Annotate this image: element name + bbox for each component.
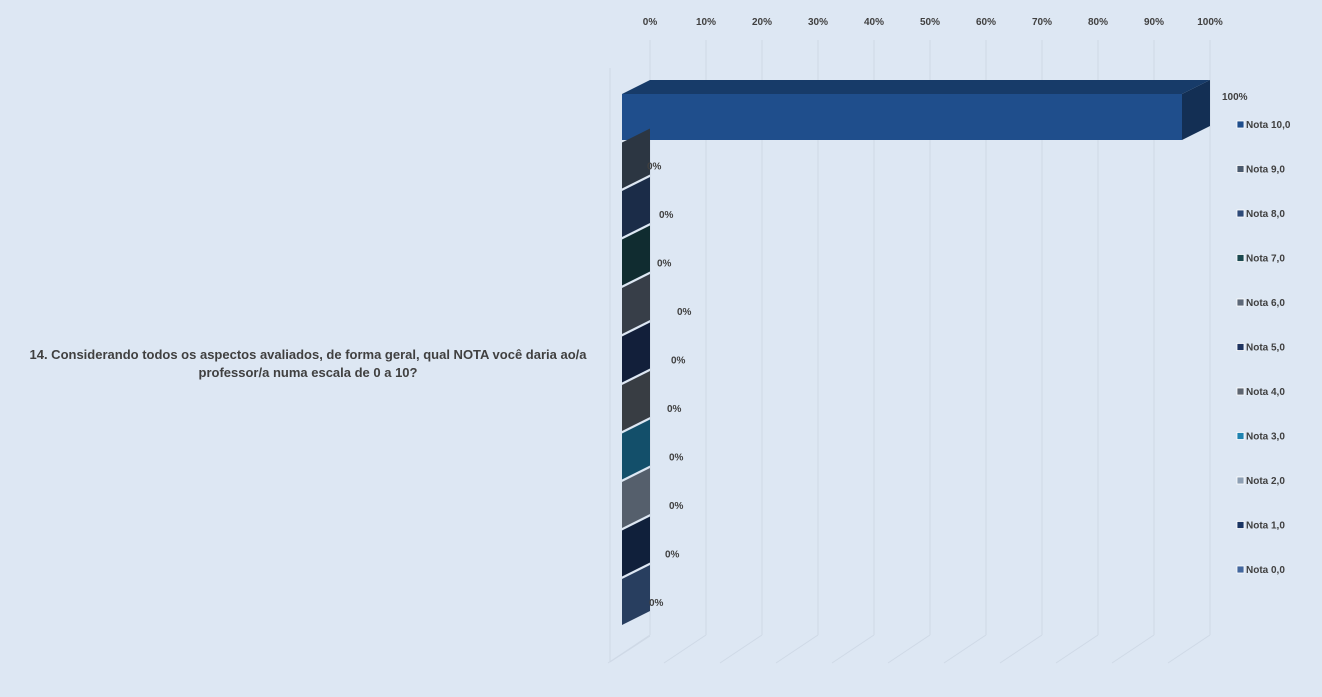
bar-9: [622, 128, 650, 189]
bar-end-face: [622, 468, 650, 528]
x-tick-label: 20%: [752, 17, 772, 28]
data-label: 0%: [667, 404, 682, 415]
data-label: 0%: [671, 356, 686, 367]
legend-swatch: [1236, 209, 1245, 218]
x-tick-label: 70%: [1032, 17, 1052, 28]
floor-gridline: [663, 634, 707, 664]
bar-end-face: [622, 371, 650, 431]
bar-0: [622, 565, 650, 625]
bar-end-face: [622, 419, 650, 480]
x-tick-label: 40%: [864, 17, 884, 28]
bar-3: [622, 419, 650, 480]
bar-4: [622, 371, 650, 431]
bar-5: [622, 322, 650, 383]
legend-entry: Nota 4,0: [1246, 387, 1285, 398]
data-label: 0%: [649, 598, 664, 609]
data-label: 0%: [657, 259, 672, 270]
bar-2: [622, 468, 650, 528]
data-label: 0%: [659, 210, 674, 221]
legend-entry: Nota 2,0: [1246, 476, 1285, 487]
data-label: 0%: [665, 550, 680, 561]
data-label: 0%: [677, 307, 692, 318]
data-label: 100%: [1222, 92, 1248, 103]
bar-7: [622, 225, 650, 286]
floor-gridline: [719, 634, 763, 664]
legend-swatch: [1236, 254, 1245, 262]
x-tick-label: 80%: [1088, 17, 1108, 28]
category-label: 14. Considerando todos os aspectos avali…: [29, 347, 587, 380]
bar-end-face: [622, 225, 650, 286]
bar-top-face: [622, 80, 1210, 94]
data-label: 0%: [647, 162, 662, 173]
legend-swatch: [1236, 565, 1245, 574]
floor-gridline: [943, 634, 987, 664]
legend-entry: Nota 9,0: [1246, 165, 1285, 176]
legend-swatch: [1236, 387, 1245, 396]
bar-10: [622, 80, 1210, 140]
data-labels: 100% 0% 0% 0% 0% 0% 0% 0% 0% 0% 0%: [647, 92, 1248, 609]
x-tick-label: 30%: [808, 17, 828, 28]
floor-gridline: [1055, 634, 1099, 664]
bar-end-face: [622, 322, 650, 383]
legend-swatch: [1236, 165, 1245, 173]
x-axis-ticks: 0% 10% 20% 30% 40% 50% 60% 70% 80% 90% 100%: [643, 17, 1223, 28]
legend-entry: Nota 10,0: [1246, 120, 1291, 131]
bar-end-face: [622, 516, 650, 577]
legend-swatch: [1236, 476, 1245, 485]
bar-end-face: [1182, 80, 1210, 140]
floor-edge: [609, 635, 651, 663]
x-tick-label: 10%: [696, 17, 716, 28]
legend-entry: Nota 6,0: [1246, 298, 1285, 309]
floor-gridline: [831, 634, 875, 664]
floor-gridline: [887, 634, 931, 664]
bar-end-face: [622, 177, 650, 237]
legend: Nota 10,0 Nota 9,0 Nota 8,0 Nota 7,0 Nota 6,…: [1236, 120, 1291, 576]
bar-end-face: [622, 128, 650, 189]
legend-entry: Nota 5,0: [1246, 343, 1285, 354]
legend-swatch: [1236, 343, 1245, 351]
bar-end-face: [622, 274, 650, 334]
legend-swatch: [1236, 432, 1245, 440]
floor-gridline: [1111, 634, 1155, 664]
x-tick-label: 100%: [1197, 17, 1223, 28]
bar-6: [622, 274, 650, 334]
data-label: 0%: [669, 501, 684, 512]
legend-entry: Nota 7,0: [1246, 254, 1285, 265]
x-tick-label: 60%: [976, 17, 996, 28]
x-tick-label: 0%: [643, 17, 658, 28]
floor-gridline: [1167, 634, 1211, 664]
legend-entry: Nota 0,0: [1246, 565, 1285, 576]
x-tick-label: 90%: [1144, 17, 1164, 28]
x-tick-label: 50%: [920, 17, 940, 28]
legend-entry: Nota 3,0: [1246, 432, 1285, 443]
floor-gridline: [775, 634, 819, 664]
bar-1: [622, 516, 650, 577]
bars: [622, 80, 1210, 625]
legend-swatch: [1236, 298, 1245, 307]
floor-gridline: [999, 634, 1043, 664]
legend-swatch: [1236, 120, 1245, 129]
bar-end-face: [622, 565, 650, 625]
bar-front-face: [622, 94, 1182, 140]
legend-swatch: [1236, 521, 1245, 529]
data-label: 0%: [669, 453, 684, 464]
legend-entry: Nota 1,0: [1246, 521, 1285, 532]
bar-8: [622, 177, 650, 237]
legend-entry: Nota 8,0: [1246, 209, 1285, 220]
